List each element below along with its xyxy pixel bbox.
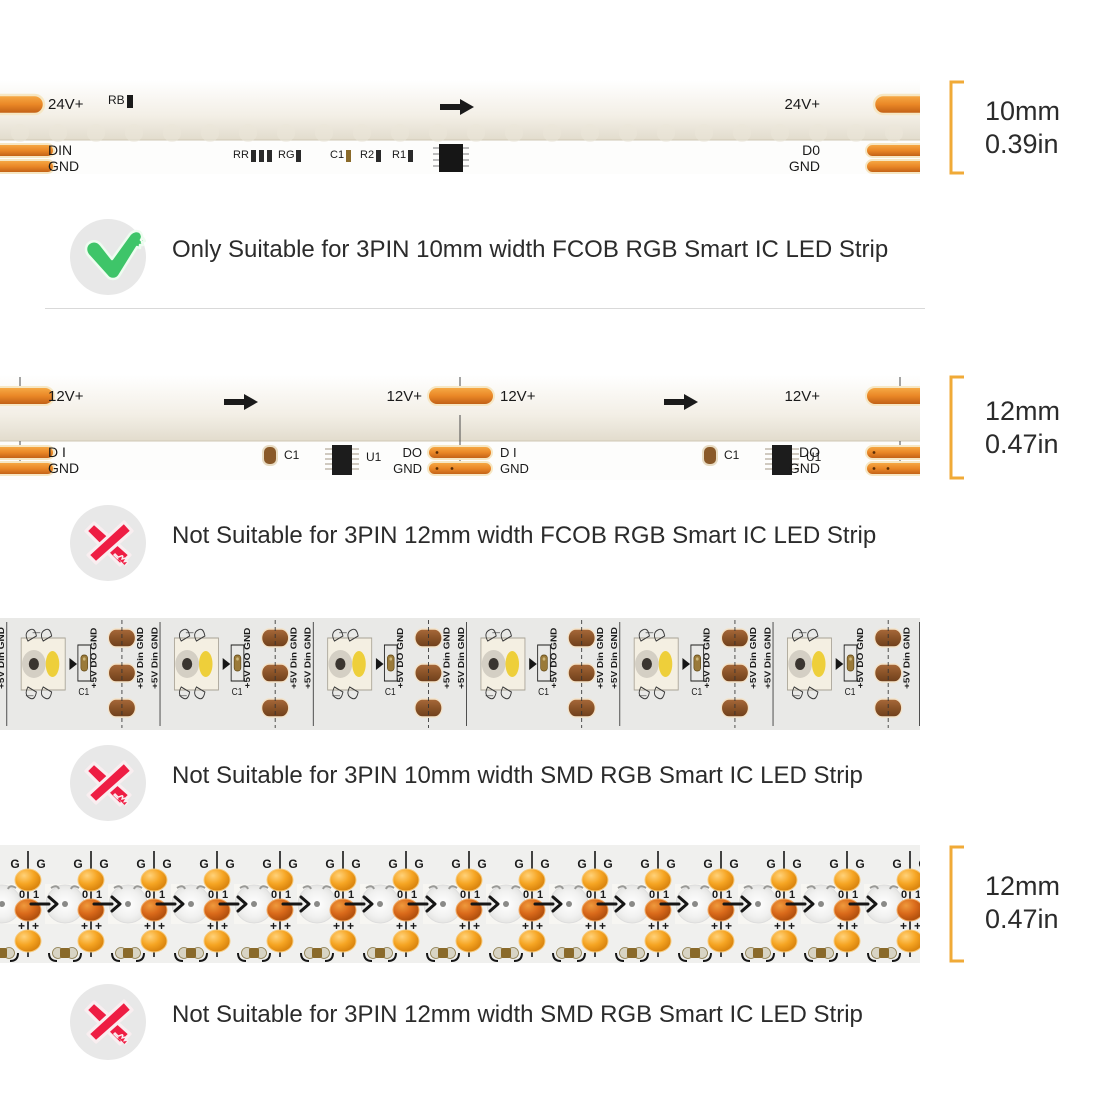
- svg-text:RG: RG: [278, 149, 295, 161]
- svg-text:R1: R1: [392, 149, 406, 161]
- svg-text:RB: RB: [108, 93, 125, 107]
- svg-text:GND: GND: [500, 461, 529, 476]
- svg-text:D I: D I: [500, 445, 517, 460]
- svg-text:U1: U1: [366, 450, 382, 464]
- svg-text:24V+: 24V+: [48, 96, 84, 113]
- svg-text:GND: GND: [48, 158, 79, 174]
- svg-text:GND: GND: [789, 460, 820, 476]
- svg-text:C1: C1: [724, 448, 740, 462]
- svg-text:GND: GND: [393, 461, 422, 476]
- svg-text:DIN: DIN: [48, 142, 72, 158]
- svg-text:12V+: 12V+: [387, 388, 423, 405]
- svg-text:DO: DO: [403, 445, 423, 460]
- svg-text:D I: D I: [48, 444, 66, 460]
- svg-text:12V+: 12V+: [500, 388, 536, 405]
- svg-text:12V+: 12V+: [785, 388, 821, 405]
- svg-text:D0: D0: [802, 142, 820, 158]
- svg-text:R2: R2: [360, 149, 374, 161]
- svg-text:24V+: 24V+: [785, 96, 821, 113]
- svg-text:C1: C1: [284, 448, 300, 462]
- svg-text:RR: RR: [233, 149, 249, 161]
- svg-text:C1: C1: [330, 149, 344, 161]
- svg-text:GND: GND: [48, 460, 79, 476]
- svg-text:12V+: 12V+: [48, 388, 84, 405]
- svg-text:GND: GND: [789, 158, 820, 174]
- svg-text:DO: DO: [799, 444, 820, 460]
